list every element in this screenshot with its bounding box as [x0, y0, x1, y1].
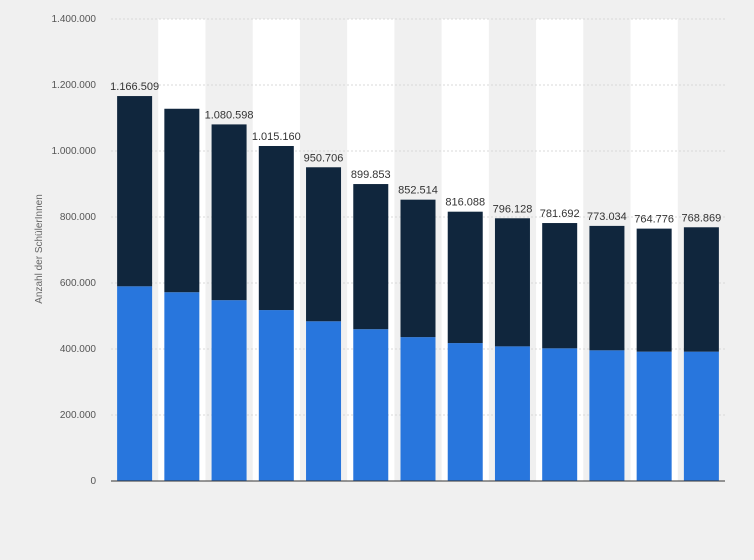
- bar-segment-upper: [353, 184, 389, 330]
- bar-segment-lower: [353, 329, 389, 481]
- bar-segment-lower: [589, 350, 625, 481]
- bar-segment-lower: [258, 310, 294, 481]
- bar-segment-upper: [400, 199, 436, 338]
- bar-total-label: 950.706: [304, 152, 344, 164]
- bar-segment-upper: [447, 211, 483, 344]
- bar-segment-lower: [164, 292, 200, 481]
- bar-segment-lower: [306, 321, 342, 481]
- bar-segment-upper: [542, 223, 578, 349]
- bar-segment-upper: [494, 218, 530, 347]
- bar-total-label: 773.034: [587, 211, 627, 223]
- bar-segment-lower: [447, 343, 483, 481]
- bar-segment-lower: [400, 337, 436, 481]
- bar-total-label: 764.776: [634, 214, 674, 226]
- bar-segment-upper: [306, 167, 342, 322]
- y-tick-label: 0: [90, 476, 96, 487]
- bar-segment-upper: [589, 225, 625, 351]
- bar-total-label: 1.080.598: [205, 109, 254, 121]
- bar-segment-upper: [211, 124, 247, 301]
- bar-total-label: 781.692: [540, 208, 580, 220]
- y-tick-label: 600.000: [60, 278, 97, 289]
- y-tick-label: 800.000: [60, 212, 97, 223]
- bar-segment-lower: [211, 300, 247, 481]
- y-axis-title: Anzahl der SchülerInnen: [34, 194, 45, 304]
- y-tick-label: 1.000.000: [52, 146, 97, 157]
- bar-total-label: 852.514: [398, 185, 438, 197]
- bar-segment-lower: [117, 286, 153, 481]
- y-tick-label: 1.400.000: [52, 14, 97, 25]
- bar-total-label: 768.869: [682, 212, 722, 224]
- bar-segment-lower: [542, 348, 578, 481]
- bar-segment-lower: [636, 351, 672, 481]
- bar-segment-upper: [636, 228, 672, 352]
- bar-segment-lower: [683, 351, 719, 481]
- bar-segment-upper: [164, 108, 200, 293]
- bar-total-label: 899.853: [351, 169, 391, 181]
- bar-total-label: 1.166.509: [110, 81, 159, 93]
- y-tick-label: 1.200.000: [52, 80, 97, 91]
- y-tick-label: 200.000: [60, 410, 97, 421]
- bar-segment-upper: [117, 96, 153, 287]
- bar-segment-upper: [258, 145, 294, 311]
- bar-total-label: 1.015.160: [252, 131, 301, 143]
- y-axis-tick-labels: 0 200.000 400.000 600.000 800.000 1.000.000 1.…: [52, 14, 97, 487]
- bar-total-label: 816.088: [445, 197, 485, 209]
- bars: [117, 96, 719, 481]
- y-tick-label: 400.000: [60, 344, 97, 355]
- bar-total-label: 796.128: [493, 203, 533, 215]
- bar-segment-upper: [683, 227, 719, 352]
- bar-segment-lower: [494, 346, 530, 481]
